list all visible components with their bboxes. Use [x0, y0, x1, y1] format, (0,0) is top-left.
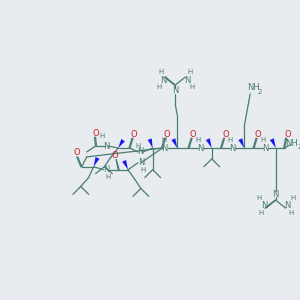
Polygon shape	[148, 139, 153, 148]
Text: O: O	[163, 130, 170, 139]
Text: N: N	[160, 76, 167, 85]
Text: O: O	[92, 129, 99, 138]
Text: N: N	[137, 148, 143, 157]
Text: N: N	[184, 76, 190, 85]
Text: O: O	[255, 130, 261, 139]
Polygon shape	[206, 138, 212, 148]
Text: H: H	[135, 143, 140, 149]
Text: H: H	[100, 133, 105, 139]
Text: H: H	[158, 69, 163, 75]
Text: N: N	[138, 158, 144, 167]
Polygon shape	[122, 160, 128, 170]
Polygon shape	[94, 157, 100, 167]
Text: N: N	[262, 143, 268, 152]
Text: H: H	[106, 174, 111, 180]
Text: H: H	[189, 84, 195, 90]
Text: H: H	[288, 210, 293, 216]
Text: NH: NH	[285, 139, 298, 148]
Text: 2: 2	[297, 144, 300, 150]
Text: H: H	[140, 167, 145, 173]
Text: H: H	[256, 195, 262, 201]
Polygon shape	[171, 138, 177, 148]
Text: 2: 2	[258, 89, 262, 95]
Polygon shape	[118, 139, 125, 148]
Text: H: H	[260, 137, 266, 143]
Text: H: H	[188, 69, 193, 75]
Text: H: H	[156, 84, 161, 90]
Text: H: H	[161, 137, 166, 143]
Text: O: O	[284, 130, 291, 139]
Text: N: N	[229, 143, 236, 152]
Text: N: N	[273, 190, 279, 199]
Text: O: O	[190, 130, 196, 139]
Text: N: N	[172, 86, 178, 95]
Text: N: N	[103, 165, 110, 174]
Text: O: O	[112, 152, 119, 160]
Text: N: N	[103, 142, 110, 151]
Text: N: N	[261, 201, 267, 210]
Text: N: N	[284, 201, 291, 210]
Polygon shape	[270, 138, 276, 148]
Text: O: O	[222, 130, 229, 139]
Text: H: H	[228, 137, 233, 143]
Text: H: H	[258, 210, 264, 216]
Text: O: O	[74, 148, 80, 158]
Text: O: O	[130, 130, 137, 139]
Text: H: H	[290, 195, 295, 201]
Text: N: N	[197, 143, 203, 152]
Text: NH: NH	[247, 83, 260, 92]
Polygon shape	[238, 138, 244, 148]
Text: N: N	[161, 143, 168, 152]
Text: H: H	[195, 137, 201, 143]
